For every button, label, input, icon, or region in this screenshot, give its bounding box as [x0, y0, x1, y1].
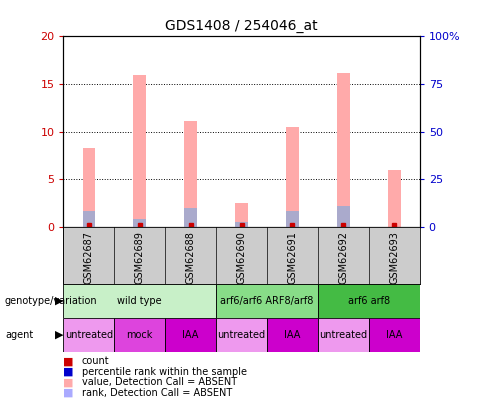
Bar	[63, 318, 114, 352]
Bar	[165, 318, 216, 352]
Bar	[318, 318, 369, 352]
Text: IAA: IAA	[386, 330, 403, 340]
Text: ■: ■	[63, 356, 74, 366]
Bar	[369, 318, 420, 352]
Text: wild type: wild type	[118, 296, 162, 306]
Text: IAA: IAA	[183, 330, 199, 340]
Bar	[82, 211, 95, 227]
Text: arf6 arf8: arf6 arf8	[348, 296, 390, 306]
Bar	[114, 318, 165, 352]
Text: untreated: untreated	[65, 330, 113, 340]
Text: untreated: untreated	[218, 330, 265, 340]
Text: GSM62690: GSM62690	[237, 231, 246, 284]
Text: GSM62693: GSM62693	[389, 231, 399, 284]
Bar	[133, 75, 146, 227]
Text: mock: mock	[126, 330, 153, 340]
Text: IAA: IAA	[285, 330, 301, 340]
Bar	[63, 284, 216, 318]
Bar	[337, 206, 350, 227]
Text: ▶: ▶	[55, 330, 64, 340]
Text: count: count	[82, 356, 110, 366]
Text: ■: ■	[63, 377, 74, 387]
Text: arf6/arf6 ARF8/arf8: arf6/arf6 ARF8/arf8	[220, 296, 314, 306]
Bar	[286, 211, 299, 227]
Text: GSM62687: GSM62687	[84, 231, 94, 284]
Bar	[235, 222, 248, 227]
Text: GSM62691: GSM62691	[287, 231, 298, 284]
Title: GDS1408 / 254046_at: GDS1408 / 254046_at	[165, 19, 318, 33]
Text: rank, Detection Call = ABSENT: rank, Detection Call = ABSENT	[82, 388, 232, 398]
Text: agent: agent	[5, 330, 33, 340]
Bar	[235, 203, 248, 227]
Text: genotype/variation: genotype/variation	[5, 296, 98, 305]
Text: ▶: ▶	[55, 296, 64, 305]
Bar	[184, 208, 197, 227]
Bar	[267, 318, 318, 352]
Bar	[216, 284, 318, 318]
Text: ■: ■	[63, 367, 74, 377]
Bar	[337, 72, 350, 227]
Text: ■: ■	[63, 388, 74, 398]
Text: GSM62692: GSM62692	[338, 231, 348, 284]
Text: percentile rank within the sample: percentile rank within the sample	[82, 367, 247, 377]
Bar	[184, 121, 197, 227]
Text: untreated: untreated	[319, 330, 367, 340]
Bar	[286, 127, 299, 227]
Text: GSM62688: GSM62688	[185, 231, 196, 284]
Bar	[82, 148, 95, 227]
Bar	[388, 170, 401, 227]
Text: GSM62689: GSM62689	[135, 231, 145, 284]
Bar	[133, 219, 146, 227]
Text: value, Detection Call = ABSENT: value, Detection Call = ABSENT	[82, 377, 237, 387]
Bar	[216, 318, 267, 352]
Bar	[318, 284, 420, 318]
